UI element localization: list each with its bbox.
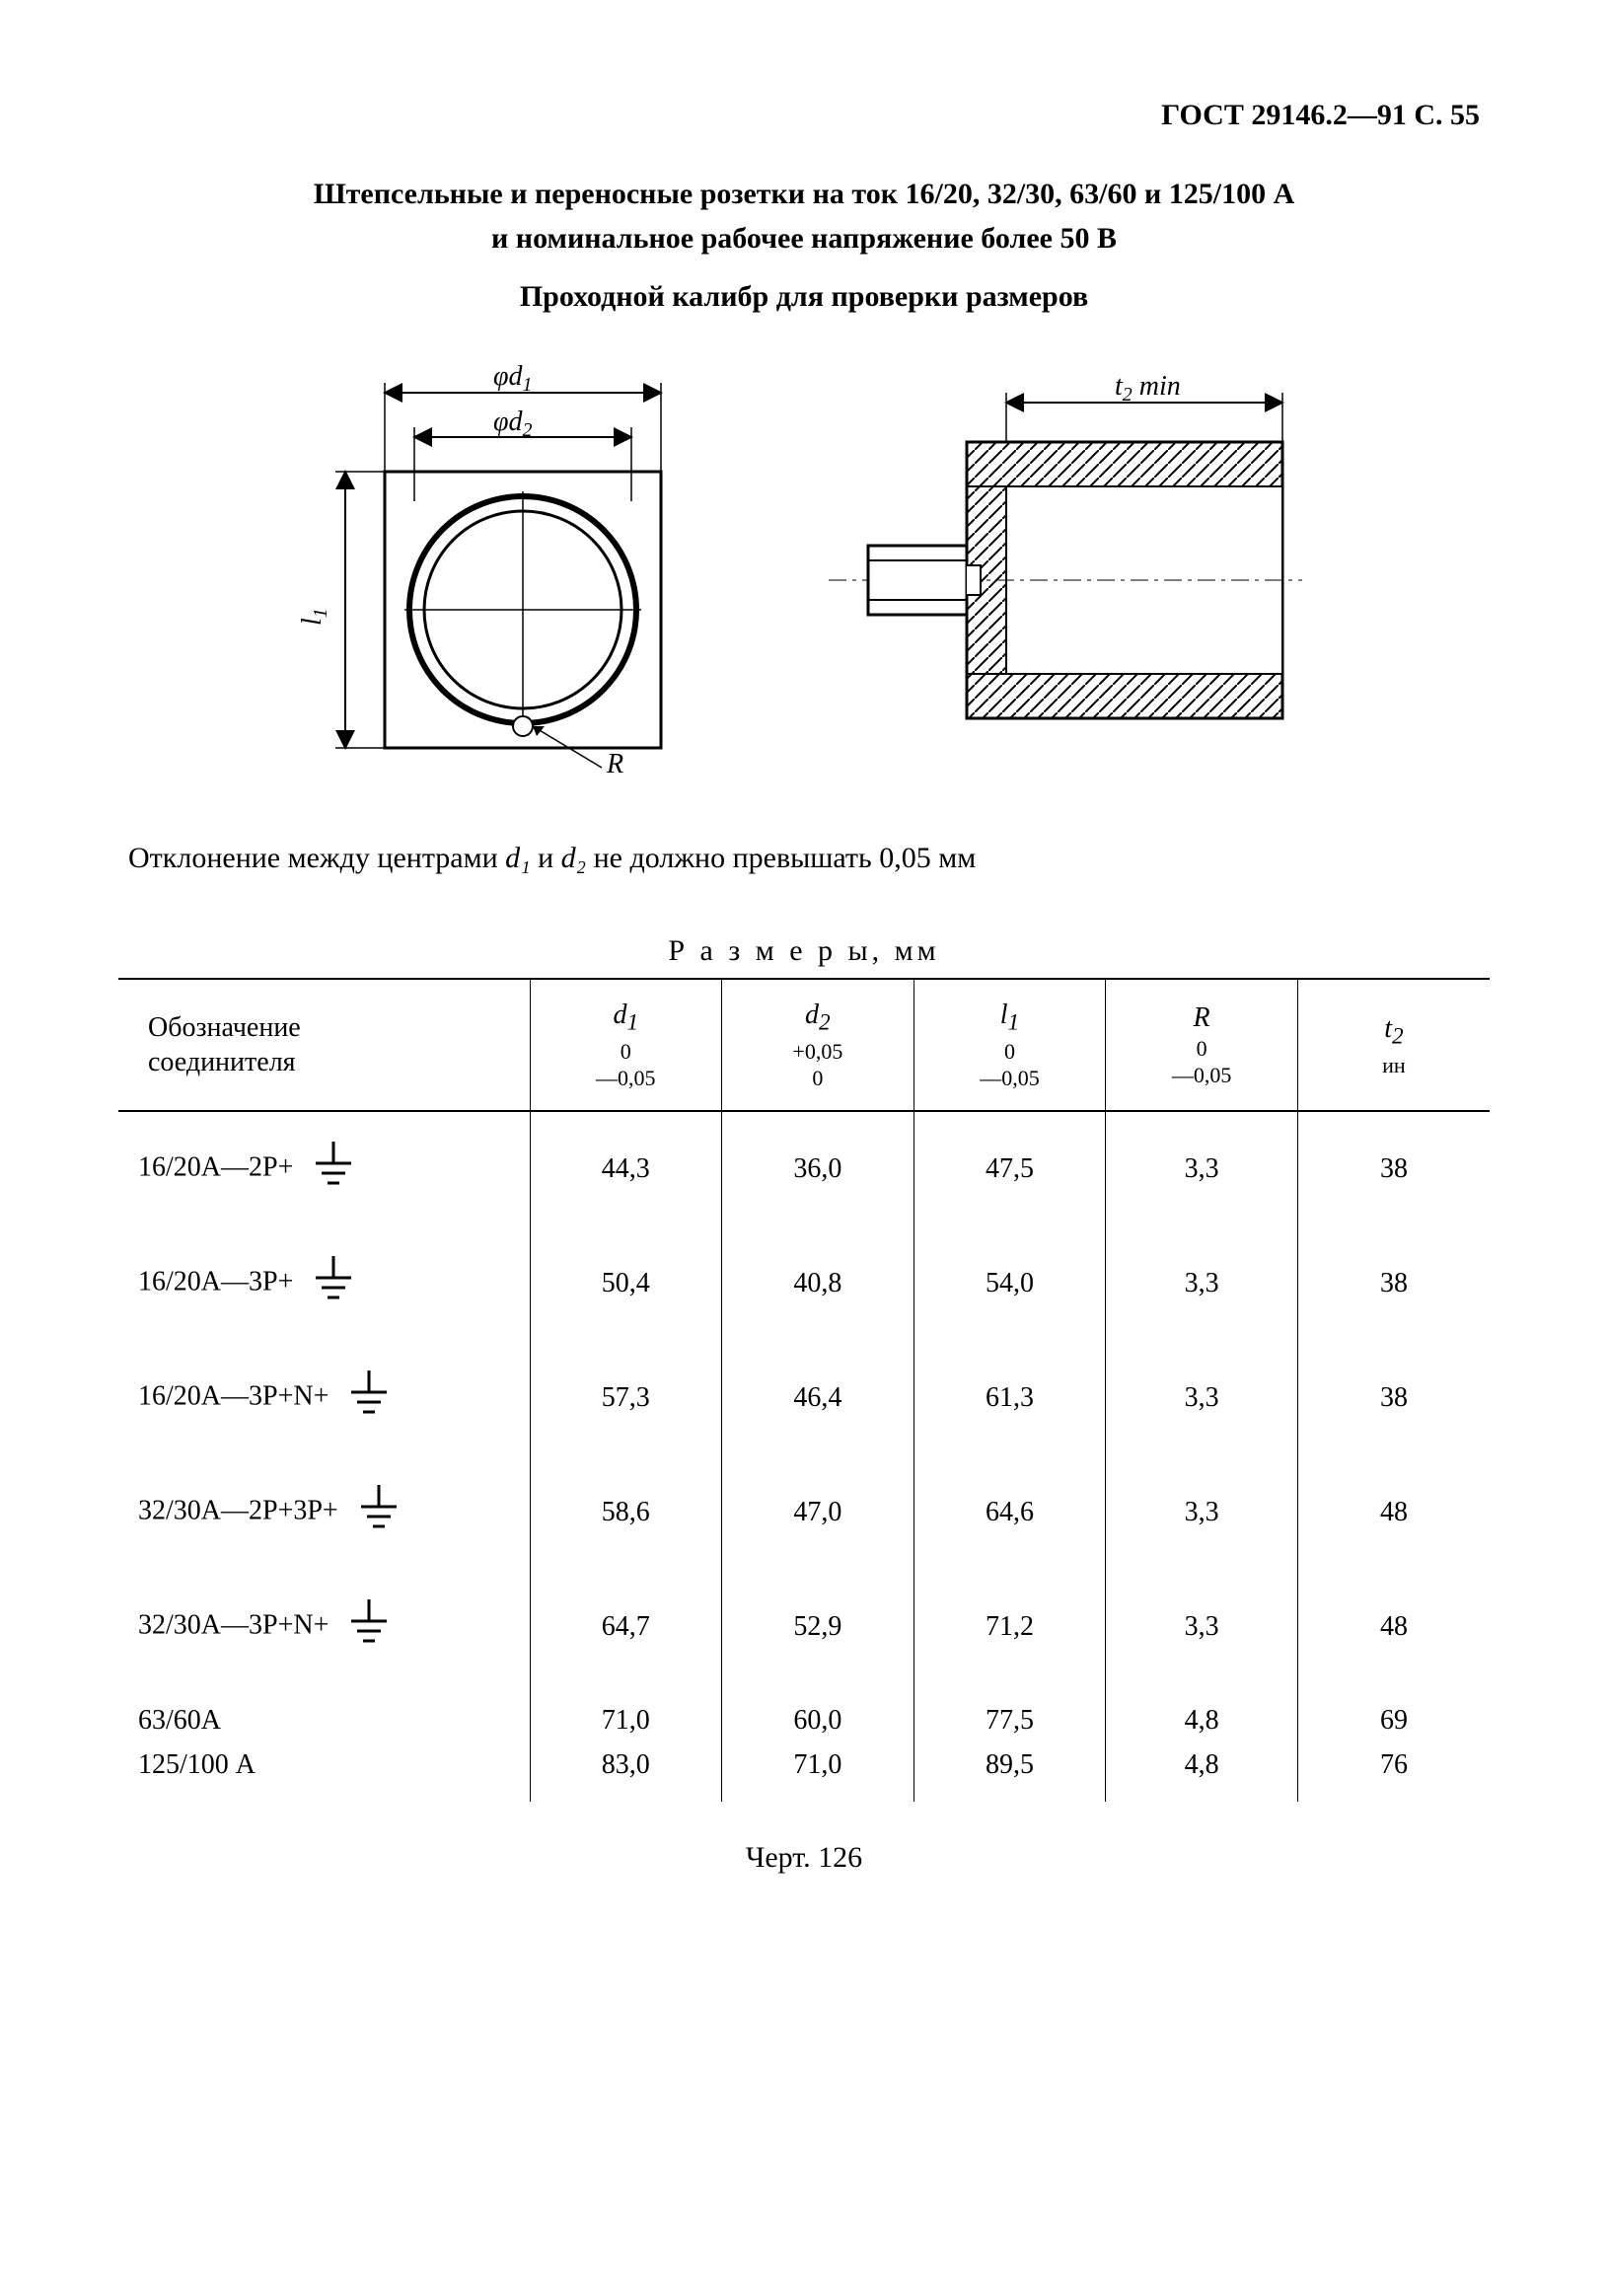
dimension-cell: 3,3 [1106, 1341, 1298, 1455]
note-sym1: d₁ [505, 842, 530, 874]
dimension-cell: 64,6 [914, 1455, 1106, 1570]
table-row: 32/30А—2Р+3Р+ 58,647,064,63,348 [118, 1455, 1490, 1570]
label-R: R [606, 749, 623, 778]
note-sym2: d₂ [561, 842, 586, 874]
dimension-cell: 3,3 [1106, 1111, 1298, 1226]
table-header-cell: d10—0,05 [530, 979, 722, 1111]
note-mid: и [531, 842, 561, 874]
label-phi-d2: φd2 [493, 407, 533, 441]
label-t2-min: t2 min [1115, 371, 1181, 406]
dimension-cell: 71,083,0 [530, 1684, 722, 1803]
table-body: 16/20А—2Р+ 44,336,047,53,33816/20А—3Р+ 5… [118, 1111, 1490, 1803]
table-header-cell: R0—0,05 [1106, 979, 1298, 1111]
dimension-cell: 3,3 [1106, 1570, 1298, 1684]
table-header-cell: l10—0,05 [914, 979, 1106, 1111]
note-post: не должно превышать 0,05 мм [586, 842, 976, 874]
drawing-front-view: φd1 φd2 l1 [286, 353, 720, 782]
dimension-cell: 47,0 [722, 1455, 914, 1570]
note-pre: Отклонение между центрами [128, 842, 505, 874]
dimension-cell: 57,3 [530, 1341, 722, 1455]
dimension-cell: 54,0 [914, 1226, 1106, 1341]
ground-icon [312, 1142, 355, 1197]
subtitle: Проходной калибр для проверки размеров [118, 280, 1490, 314]
dimension-cell: 38 [1297, 1341, 1490, 1455]
dimension-cell: 52,9 [722, 1570, 914, 1684]
dimension-cell: 71,2 [914, 1570, 1106, 1684]
dimension-cell: 6976 [1297, 1684, 1490, 1803]
ground-icon [347, 1370, 391, 1426]
dimension-cell: 38 [1297, 1226, 1490, 1341]
title: Штепсельные и переносные розетки на ток … [118, 172, 1490, 260]
dimension-cell: 3,3 [1106, 1226, 1298, 1341]
title-line-2: и номинальное рабочее напряжение более 5… [491, 222, 1117, 255]
dimension-cell: 64,7 [530, 1570, 722, 1684]
connector-designation: 32/30А—3Р+N+ [118, 1570, 530, 1684]
dimensions-table: Обозначениесоединителяd10—0,05d2+0,050l1… [118, 978, 1490, 1802]
table-row: 16/20А—3Р+N+ 57,346,461,33,338 [118, 1341, 1490, 1455]
table-header-cell: Обозначениесоединителя [118, 979, 530, 1111]
table-row: 63/60А125/100 А71,083,060,071,077,589,54… [118, 1684, 1490, 1803]
connector-designation: 16/20А—2Р+ [118, 1111, 530, 1226]
table-header-cell: t2ин [1297, 979, 1490, 1111]
connector-designation: 63/60А125/100 А [118, 1684, 530, 1803]
dimension-cell: 47,5 [914, 1111, 1106, 1226]
connector-designation: 32/30А—2Р+3Р+ [118, 1455, 530, 1570]
dimension-cell: 4,84,8 [1106, 1684, 1298, 1803]
dimension-cell: 61,3 [914, 1341, 1106, 1455]
dimension-cell: 36,0 [722, 1111, 914, 1226]
dimension-cell: 46,4 [722, 1341, 914, 1455]
table-header-row: Обозначениесоединителяd10—0,05d2+0,050l1… [118, 979, 1490, 1111]
ground-icon [357, 1485, 401, 1540]
drawing-section-view: t2 min [809, 353, 1322, 782]
dimension-cell: 77,589,5 [914, 1684, 1106, 1803]
dimension-cell: 44,3 [530, 1111, 722, 1226]
dimension-cell: 38 [1297, 1111, 1490, 1226]
dimension-cell: 40,8 [722, 1226, 914, 1341]
title-line-1: Штепсельные и переносные розетки на ток … [314, 178, 1295, 210]
dimension-cell: 60,071,0 [722, 1684, 914, 1803]
dimension-cell: 48 [1297, 1455, 1490, 1570]
ground-icon [312, 1256, 355, 1311]
table-row: 32/30А—3Р+N+ 64,752,971,23,348 [118, 1570, 1490, 1684]
label-l1: l1 [297, 608, 331, 626]
table-row: 16/20А—3Р+ 50,440,854,03,338 [118, 1226, 1490, 1341]
connector-designation: 16/20А—3Р+N+ [118, 1341, 530, 1455]
table-caption: Р а з м е р ы, мм [118, 934, 1490, 968]
dimension-cell: 50,4 [530, 1226, 722, 1341]
dimension-cell: 58,6 [530, 1455, 722, 1570]
tolerance-note: Отклонение между центрами d₁ и d₂ не дол… [118, 842, 1490, 875]
figure-label: Черт. 126 [118, 1841, 1490, 1875]
dimension-cell: 48 [1297, 1570, 1490, 1684]
label-phi-d1: φd1 [493, 361, 533, 396]
document-id: ГОСТ 29146.2—91 С. 55 [118, 99, 1490, 132]
drawing-row: φd1 φd2 l1 [118, 353, 1490, 782]
connector-designation: 16/20А—3Р+ [118, 1226, 530, 1341]
dimension-cell: 3,3 [1106, 1455, 1298, 1570]
ground-icon [347, 1599, 391, 1655]
table-header-cell: d2+0,050 [722, 979, 914, 1111]
table-row: 16/20А—2Р+ 44,336,047,53,338 [118, 1111, 1490, 1226]
